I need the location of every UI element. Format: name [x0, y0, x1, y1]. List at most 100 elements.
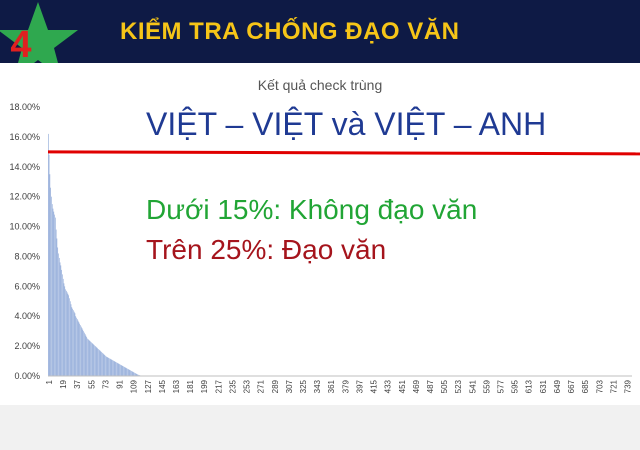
x-tick-label: 703 — [595, 379, 604, 393]
bar — [101, 352, 102, 376]
x-tick-label: 199 — [200, 379, 209, 393]
bar — [69, 301, 71, 376]
bar — [130, 370, 131, 376]
bar — [102, 353, 104, 376]
bar — [50, 187, 51, 376]
x-tick-label: 91 — [116, 379, 125, 388]
bar — [132, 371, 134, 376]
bar — [54, 214, 55, 376]
bar — [88, 340, 90, 376]
bar — [77, 319, 78, 376]
bar — [84, 334, 86, 376]
bar — [135, 373, 137, 376]
bar — [73, 310, 74, 376]
x-tick-label: 379 — [341, 379, 350, 393]
bar — [126, 368, 128, 376]
x-tick-label: 253 — [243, 379, 252, 393]
bar — [97, 348, 99, 376]
x-tick-label: 613 — [525, 379, 534, 393]
y-tick-label: 8.00% — [14, 251, 40, 261]
bar — [65, 289, 66, 376]
x-tick-label: 217 — [214, 379, 223, 393]
bar — [113, 361, 115, 376]
bar — [80, 326, 82, 376]
bar — [66, 292, 68, 376]
chart-panel — [0, 63, 640, 405]
x-tick-label: 127 — [144, 379, 153, 393]
bar — [109, 358, 111, 376]
bar — [134, 372, 135, 376]
star-icon — [0, 2, 78, 78]
bar — [62, 278, 64, 376]
bar — [84, 332, 85, 376]
bar — [55, 217, 56, 376]
bar — [131, 371, 133, 376]
bar — [136, 374, 138, 376]
bar — [58, 253, 59, 376]
x-tick-label: 469 — [412, 379, 421, 393]
bar — [108, 357, 109, 376]
slide-number: 4 — [10, 24, 32, 66]
bar — [82, 329, 84, 376]
x-tick-label: 109 — [130, 379, 139, 393]
bar — [103, 354, 105, 376]
bar — [73, 311, 75, 376]
bar — [78, 322, 80, 376]
bar — [72, 308, 73, 376]
x-tick-label: 577 — [497, 379, 506, 393]
threshold-line — [47, 150, 640, 156]
bar — [131, 370, 132, 376]
x-tick-label: 487 — [426, 379, 435, 393]
bar — [51, 204, 53, 376]
bar — [100, 351, 102, 376]
x-tick-label: 19 — [59, 379, 68, 388]
note-below-15: Dưới 15%: Không đạo văn — [146, 194, 478, 225]
x-tick-label: 289 — [271, 379, 280, 393]
bar — [124, 366, 125, 376]
bar — [86, 337, 88, 376]
bar — [70, 304, 72, 376]
x-tick-label: 433 — [384, 379, 393, 393]
bar — [60, 265, 62, 376]
bar — [120, 365, 122, 376]
x-tick-label: 1 — [45, 379, 54, 384]
bar — [59, 262, 61, 376]
title-bar — [0, 0, 640, 63]
bar — [129, 370, 131, 376]
bar — [119, 364, 120, 376]
x-tick-label: 595 — [511, 379, 520, 393]
bar — [94, 345, 95, 376]
x-tick-label: 343 — [313, 379, 322, 393]
bar — [107, 357, 109, 376]
bar — [104, 355, 106, 376]
bar — [117, 363, 119, 376]
x-tick-label: 631 — [539, 379, 548, 393]
x-tick-label: 361 — [327, 379, 336, 393]
bar — [91, 342, 92, 376]
bar — [128, 369, 130, 376]
bar — [111, 359, 113, 376]
bar — [98, 349, 99, 376]
y-tick-label: 14.00% — [9, 162, 40, 172]
x-tick-label: 721 — [609, 379, 618, 393]
bar — [80, 325, 81, 376]
bar — [122, 365, 124, 376]
y-tick-label: 2.00% — [14, 341, 40, 351]
bar — [76, 317, 77, 376]
y-tick-label: 18.00% — [9, 102, 40, 112]
bar — [113, 360, 114, 376]
bar — [120, 364, 121, 376]
bar — [51, 196, 52, 376]
bar — [95, 346, 96, 376]
bar — [138, 374, 139, 376]
bar — [118, 363, 120, 376]
bar — [77, 320, 79, 376]
bar — [112, 360, 113, 376]
bar — [99, 350, 101, 376]
bar — [79, 323, 80, 376]
bar — [105, 355, 106, 376]
bar — [110, 359, 112, 376]
bar — [90, 341, 91, 376]
x-tick-label: 145 — [158, 379, 167, 393]
